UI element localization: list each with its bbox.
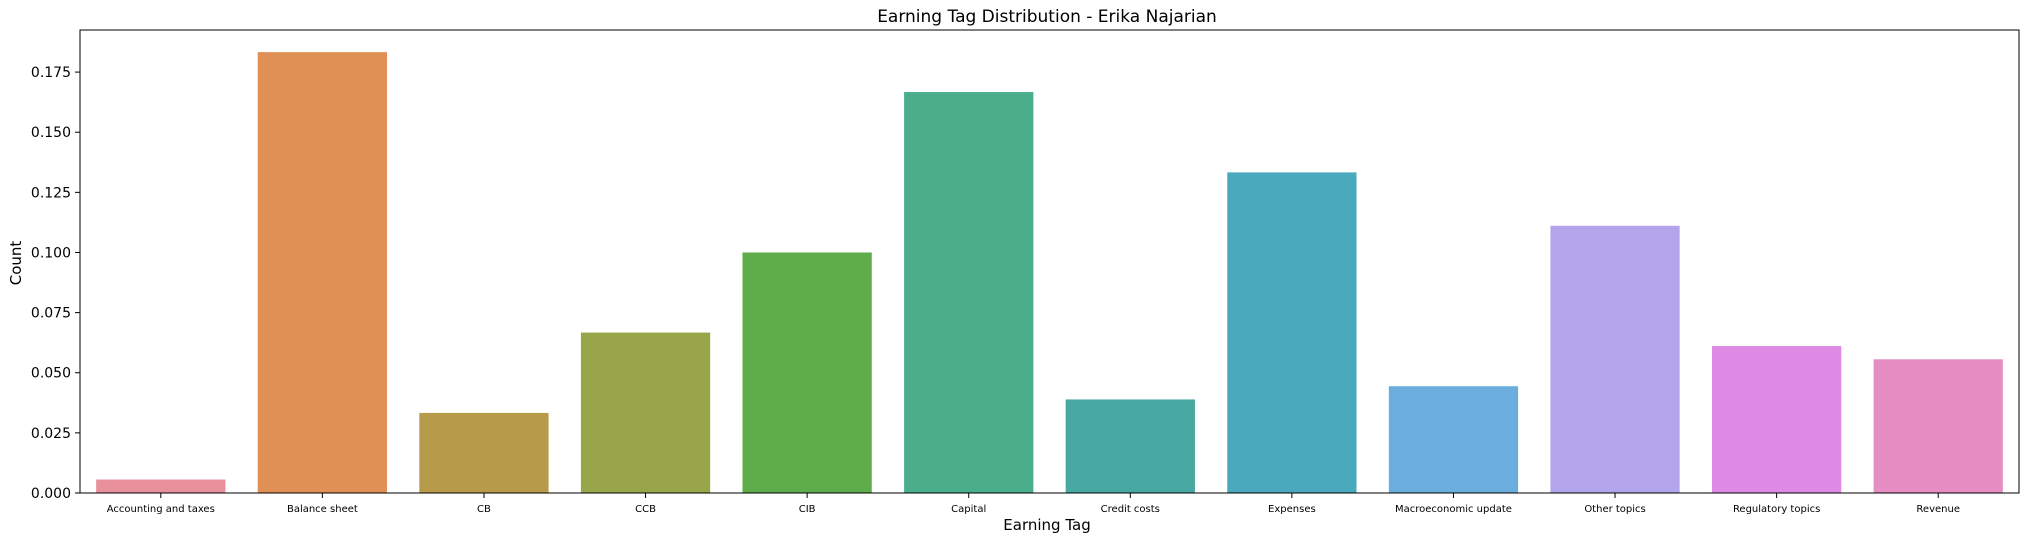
chart-title: Earning Tag Distribution - Erika Najaria… [877, 7, 1217, 27]
x-tick-label: CB [477, 504, 491, 515]
bar [904, 92, 1034, 494]
plot-area: Accounting and taxes Balance sheet CB CCB CI… [31, 29, 2020, 515]
x-tick-label: Credit costs [1101, 504, 1160, 515]
x-tick-label: Expenses [1268, 504, 1316, 515]
bar [419, 412, 549, 493]
y-tick-label: 0.100 [31, 245, 71, 261]
plot-frame [79, 29, 2020, 494]
bar [1065, 399, 1195, 493]
x-tick-label: Capital [951, 504, 986, 515]
bar [742, 252, 872, 493]
y-tick-label: 0.175 [31, 65, 71, 81]
y-tick-label: 0.150 [31, 125, 71, 141]
bar [1227, 172, 1357, 493]
y-axis-label: Count [7, 241, 25, 286]
x-tick-label: Macroeconomic update [1395, 504, 1512, 515]
x-tick-label: Balance sheet [287, 504, 358, 515]
bar [580, 332, 711, 493]
y-tick-label: 0.075 [31, 306, 71, 322]
bar [1711, 346, 1842, 493]
x-tick-label: CIB [799, 504, 816, 515]
y-tick-label: 0.125 [31, 185, 71, 201]
x-tick-label: Accounting and taxes [107, 504, 215, 515]
bar [1388, 386, 1519, 493]
x-axis-label: Earning Tag [1003, 516, 1090, 534]
y-tick-label: 0.000 [31, 486, 71, 502]
x-tick-label: Regulatory topics [1733, 504, 1820, 515]
bar [96, 479, 226, 493]
y-tick-label: 0.025 [31, 426, 71, 442]
x-tick-label: Other topics [1584, 504, 1645, 515]
y-tick-label: 0.050 [31, 366, 71, 382]
x-tick-label: Revenue [1916, 504, 1960, 515]
bar [257, 52, 388, 493]
bar [1873, 359, 2003, 493]
x-tick-label: CCB [635, 504, 656, 515]
bar [1550, 225, 1680, 493]
